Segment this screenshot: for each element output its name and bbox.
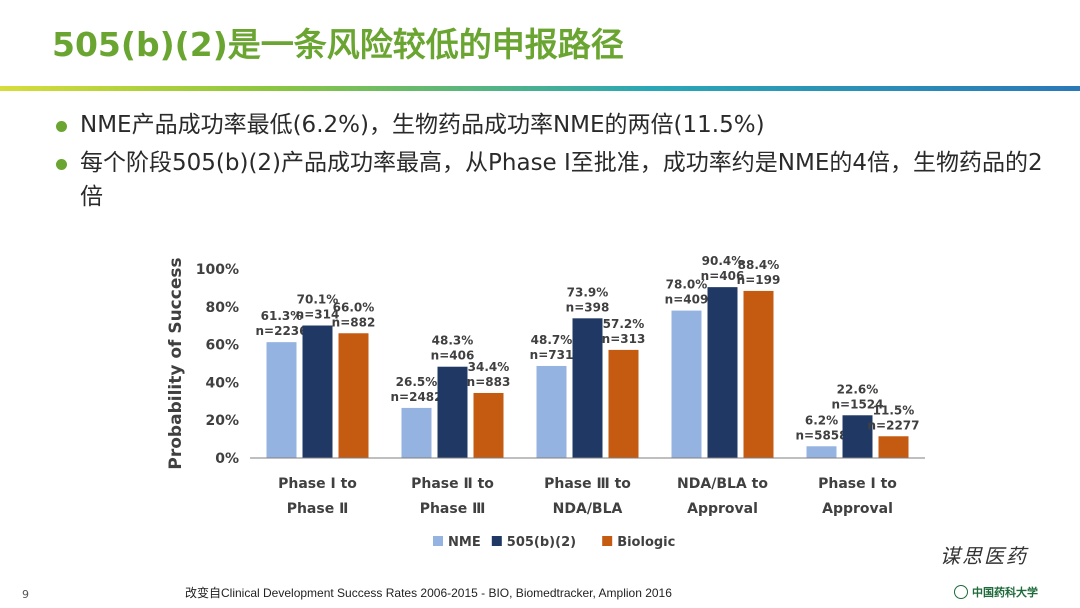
bar-b2 <box>302 325 333 458</box>
legend-label: Biologic <box>617 535 675 550</box>
bar-nme <box>266 342 297 458</box>
bar-n-label: n=883 <box>467 375 511 389</box>
legend-swatch-biologic <box>602 536 613 546</box>
legend-label: 505(b)(2) <box>507 535 576 550</box>
bar-b2 <box>572 318 603 458</box>
bar-value-label: 48.7% <box>531 333 573 347</box>
university-logo: 中国药科大学 <box>954 584 1038 600</box>
bullet-item: NME产品成功率最低(6.2%)，生物药品成功率NME的两倍(11.5%) <box>52 108 1052 142</box>
bar-value-label: 66.0% <box>333 300 375 314</box>
bar-value-label: 34.4% <box>468 360 510 374</box>
y-tick-label: 0% <box>215 451 239 467</box>
title-divider-band <box>0 86 1080 91</box>
bullet-dot-icon <box>56 121 67 132</box>
x-category-label: Approval <box>687 501 758 517</box>
bar-value-label: 70.1% <box>297 293 339 307</box>
y-tick-label: 20% <box>205 413 239 429</box>
slide-title: 505(b)(2)是一条风险较低的申报路径 <box>52 25 624 64</box>
bar-biologic <box>878 436 909 458</box>
y-tick-label: 60% <box>205 338 239 354</box>
bar-n-label: n=406 <box>431 349 475 363</box>
bar-value-label: 78.0% <box>666 278 708 292</box>
legend-swatch-nme <box>433 536 443 546</box>
bar-nme <box>671 310 702 458</box>
y-axis-title: Probability of Success <box>166 257 186 469</box>
bar-n-label: n=731 <box>530 348 574 362</box>
bar-n-label: n=1524 <box>832 397 884 411</box>
bar-n-label: n=2236 <box>256 324 308 338</box>
bar-n-label: n=406 <box>701 269 745 283</box>
bar-value-label: 61.3% <box>261 309 303 323</box>
bar-biologic <box>608 349 639 458</box>
bar-biologic <box>338 333 369 458</box>
x-category-label: Phase Ⅱ to <box>411 476 494 492</box>
bullet-item: 每个阶段505(b)(2)产品成功率最高，从Phase Ⅰ至批准，成功率约是NM… <box>52 146 1052 214</box>
bar-value-label: 22.6% <box>837 382 879 396</box>
bullet-text: NME产品成功率最低(6.2%)，生物药品成功率NME的两倍(11.5%) <box>80 112 765 138</box>
bar-value-label: 48.3% <box>432 334 474 348</box>
bar-n-label: n=199 <box>737 273 781 287</box>
bar-n-label: n=2277 <box>868 418 920 432</box>
x-category-label: Phase Ⅲ <box>420 501 486 517</box>
bar-n-label: n=314 <box>296 308 340 322</box>
success-rate-chart: 0% 20% 40% 60% 80% 100% Probability of Success… <box>166 254 925 550</box>
bar-value-label: 73.9% <box>567 285 609 299</box>
bar-n-label: n=5858 <box>796 428 848 442</box>
y-tick-label: 100% <box>196 262 239 278</box>
y-tick-label: 80% <box>205 300 239 316</box>
x-category-label: Approval <box>822 501 893 517</box>
bar-n-label: n=2482 <box>391 390 443 404</box>
bar-n-label: n=398 <box>566 300 610 314</box>
university-name: 中国药科大学 <box>972 586 1038 599</box>
company-logo: 谋思医药 <box>940 544 1028 568</box>
bar-b2 <box>842 415 873 458</box>
bar-nme <box>401 407 432 458</box>
x-category-label: NDA/BLA to <box>677 476 768 492</box>
x-category-label: Phase Ⅰ to <box>818 476 897 492</box>
bar-n-label: n=882 <box>332 315 376 329</box>
legend-label: NME <box>448 535 481 550</box>
source-note: 改变自Clinical Development Success Rates 20… <box>185 586 672 600</box>
bullet-dot-icon <box>56 159 67 170</box>
bar-b2 <box>437 366 468 458</box>
bar-biologic <box>743 290 774 458</box>
bullet-text: 每个阶段505(b)(2)产品成功率最高，从Phase Ⅰ至批准，成功率约是NM… <box>80 150 1043 210</box>
legend-swatch-b2 <box>491 536 502 546</box>
bar-biologic <box>473 392 504 458</box>
bar-value-label: 90.4% <box>702 254 744 268</box>
bar-n-label: n=409 <box>665 293 709 307</box>
bar-nme <box>536 365 567 458</box>
bar-value-label: 11.5% <box>873 403 915 417</box>
x-category-label: NDA/BLA <box>553 501 623 517</box>
page-number: 9 <box>22 588 29 601</box>
bar-n-label: n=313 <box>602 332 646 346</box>
x-category-label: Phase Ⅲ to <box>544 476 631 492</box>
bar-b2 <box>707 287 738 458</box>
bar-value-label: 26.5% <box>396 375 438 389</box>
x-category-label: Phase Ⅰ to <box>278 476 357 492</box>
y-tick-label: 40% <box>205 375 239 391</box>
university-seal-icon <box>954 585 968 599</box>
bar-value-label: 88.4% <box>738 258 780 272</box>
bar-nme <box>806 446 837 458</box>
bar-value-label: 57.2% <box>603 317 645 331</box>
bullet-list: NME产品成功率最低(6.2%)，生物药品成功率NME的两倍(11.5%) 每个… <box>52 108 1052 218</box>
x-category-label: Phase Ⅱ <box>287 501 349 517</box>
bar-value-label: 6.2% <box>805 413 838 427</box>
